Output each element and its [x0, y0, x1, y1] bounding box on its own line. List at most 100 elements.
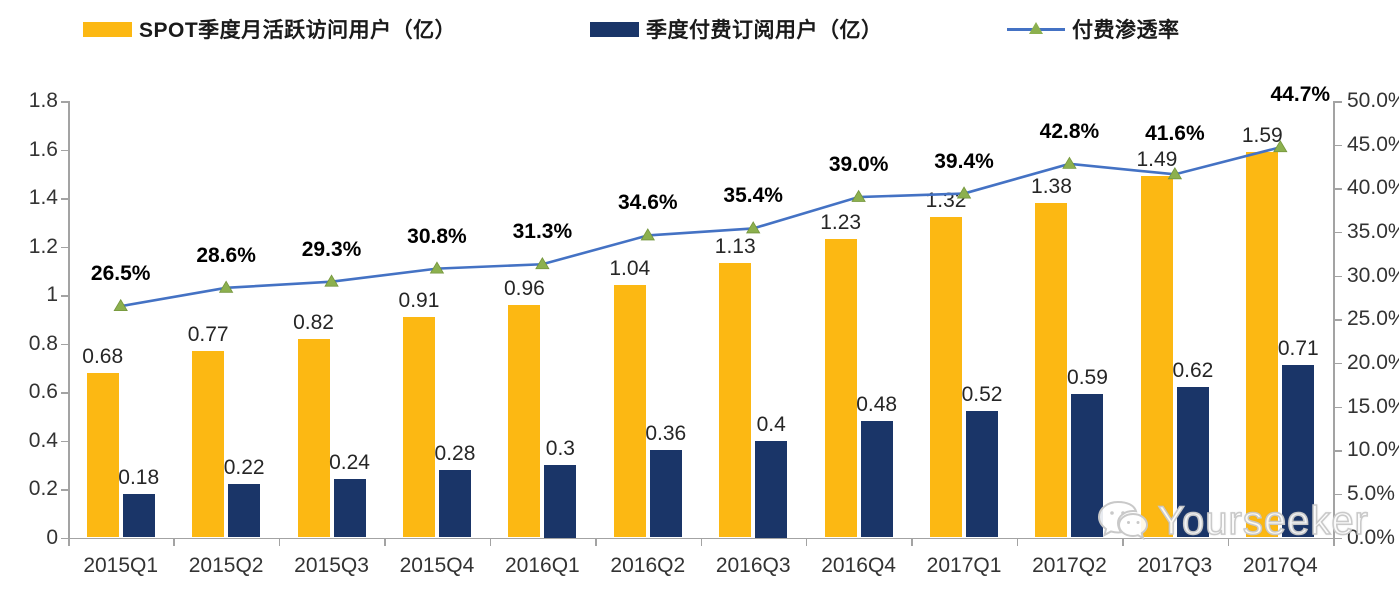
- x-axis-category-label: 2017Q1: [926, 553, 1002, 577]
- bar-value-label: 0.18: [118, 465, 160, 489]
- bar-mau-2017Q1: [930, 217, 963, 538]
- x-axis-tick: [384, 537, 386, 546]
- triangle-marker-icon: [113, 298, 128, 312]
- y-axis-left-tick: [61, 440, 68, 442]
- x-axis-tick: [805, 537, 808, 546]
- x-axis-tick: [1016, 537, 1019, 546]
- bar-mau-2015Q3: [297, 338, 330, 538]
- legend-item-subscribers: 季度付费订阅用户（亿）: [590, 14, 883, 44]
- y-axis-left-tick: [61, 392, 68, 394]
- x-axis-tick: [700, 537, 702, 546]
- legend-label-penetration: 付费渗透率: [1072, 19, 1180, 42]
- y-axis-right-tick: [1334, 231, 1342, 234]
- bar-value-label: 1.38: [1031, 174, 1072, 198]
- penetration-value-label: 42.8%: [1039, 119, 1100, 143]
- y-axis-left-label: 0.8: [28, 331, 58, 355]
- bar-value-label: 0.4: [756, 412, 786, 436]
- penetration-value-label: 44.7%: [1270, 83, 1331, 107]
- y-axis-left-label: 0.4: [28, 428, 58, 452]
- y-axis-right-label: 50.0%: [1347, 89, 1399, 112]
- y-axis-right-tick: [1334, 319, 1342, 321]
- y-axis-right-label: 45.0%: [1347, 132, 1399, 156]
- x-axis-tick: [173, 537, 175, 546]
- bar-value-label: 0.59: [1067, 366, 1108, 390]
- triangle-marker-icon: [956, 186, 972, 199]
- y-axis-left: [68, 101, 70, 538]
- bar-value-label: 0.77: [187, 322, 229, 346]
- y-axis-right-tick: [1334, 101, 1342, 103]
- bar-subscribers-2017Q4: [1282, 365, 1315, 538]
- x-axis-category-label: 2016Q1: [505, 553, 580, 577]
- y-axis-right-label: 10.0%: [1347, 438, 1399, 462]
- bar-mau-2017Q3: [1140, 176, 1173, 538]
- penetration-value-label: 34.6%: [618, 191, 678, 215]
- y-axis-left-label: 0: [46, 525, 58, 549]
- x-axis-tick: [68, 537, 70, 546]
- penetration-value-label: 35.4%: [723, 184, 783, 208]
- legend-item-penetration: 付费渗透率: [1007, 14, 1180, 44]
- penetration-value-label: 30.8%: [407, 224, 467, 248]
- bar-value-label: 0.36: [645, 422, 687, 446]
- bar-value-label: 0.48: [856, 393, 898, 417]
- y-axis-left-label: 1.2: [28, 234, 58, 258]
- y-axis-left-label: 0.2: [28, 477, 58, 500]
- bar-subscribers-2016Q1: [544, 464, 577, 538]
- y-axis-left-label: 0.6: [28, 380, 58, 403]
- bar-subscribers-2015Q4: [438, 469, 471, 538]
- x-axis-category-label: 2015Q1: [83, 553, 159, 577]
- legend-label-subscribers: 季度付费订阅用户（亿）: [646, 19, 883, 42]
- subscribers-series-swatch: [590, 21, 639, 37]
- penetration-line-swatch: [1007, 21, 1065, 37]
- bar-subscribers-2015Q2: [228, 484, 261, 538]
- bar-value-label: 0.3: [545, 436, 575, 460]
- bar-mau-2016Q4: [824, 239, 857, 538]
- bar-value-label: 0.96: [503, 276, 545, 300]
- x-axis-tick: [489, 537, 492, 546]
- bar-value-label: 0.91: [398, 288, 440, 312]
- y-axis-left-label: 1: [46, 283, 58, 306]
- y-axis-left-tick: [61, 537, 68, 539]
- y-axis-right-tick: [1334, 275, 1342, 278]
- bar-subscribers-2017Q1: [966, 411, 999, 538]
- y-axis-right-label: 35.0%: [1347, 219, 1399, 243]
- x-axis-category-label: 2015Q3: [294, 553, 369, 577]
- bar-value-label: 0.71: [1277, 337, 1319, 361]
- bar-mau-2015Q2: [192, 350, 225, 538]
- x-axis-tick: [1122, 537, 1124, 546]
- bar-value-label: 0.52: [961, 383, 1003, 407]
- triangle-marker-icon: [851, 189, 866, 202]
- penetration-value-label: 28.6%: [196, 243, 256, 267]
- y-axis-left-tick: [61, 149, 68, 151]
- bar-mau-2016Q1: [508, 304, 541, 538]
- triangle-marker-icon: [1167, 167, 1183, 180]
- penetration-value-label: 39.0%: [828, 153, 889, 177]
- y-axis-right-label: 25.0%: [1347, 307, 1399, 331]
- triangle-marker-icon: [746, 221, 761, 234]
- y-axis-right-label: 5.0%: [1347, 481, 1395, 505]
- y-axis-right-label: 15.0%: [1347, 394, 1399, 418]
- legend-item-mau: SPOT季度月活跃访问用户（亿）: [83, 14, 456, 44]
- y-axis-right-tick: [1334, 406, 1342, 409]
- triangle-marker-icon: [324, 274, 339, 287]
- x-axis-tick: [1227, 537, 1230, 546]
- bar-mau-2016Q2: [613, 285, 646, 538]
- y-axis-right-label: 40.0%: [1347, 176, 1399, 200]
- bar-subscribers-2016Q3: [755, 440, 788, 538]
- bar-subscribers-2015Q1: [122, 493, 155, 538]
- bar-value-label: 0.82: [293, 310, 334, 334]
- bar-value-label: 1.23: [820, 211, 862, 235]
- y-axis-right-tick: [1334, 144, 1342, 147]
- y-axis-right-label: 20.0%: [1347, 350, 1399, 374]
- x-axis-category-label: 2017Q2: [1032, 553, 1107, 577]
- bar-value-label: 1.49: [1136, 148, 1178, 172]
- y-axis-right-label: 30.0%: [1347, 263, 1399, 287]
- x-axis-category-label: 2015Q2: [188, 553, 264, 577]
- triangle-marker-icon: [1273, 139, 1288, 153]
- y-axis-left-label: 1.4: [28, 186, 58, 209]
- bar-subscribers-2017Q3: [1176, 387, 1209, 538]
- mau-series-swatch: [83, 21, 132, 37]
- triangle-marker-icon: [640, 228, 655, 241]
- bar-subscribers-2015Q3: [333, 479, 366, 538]
